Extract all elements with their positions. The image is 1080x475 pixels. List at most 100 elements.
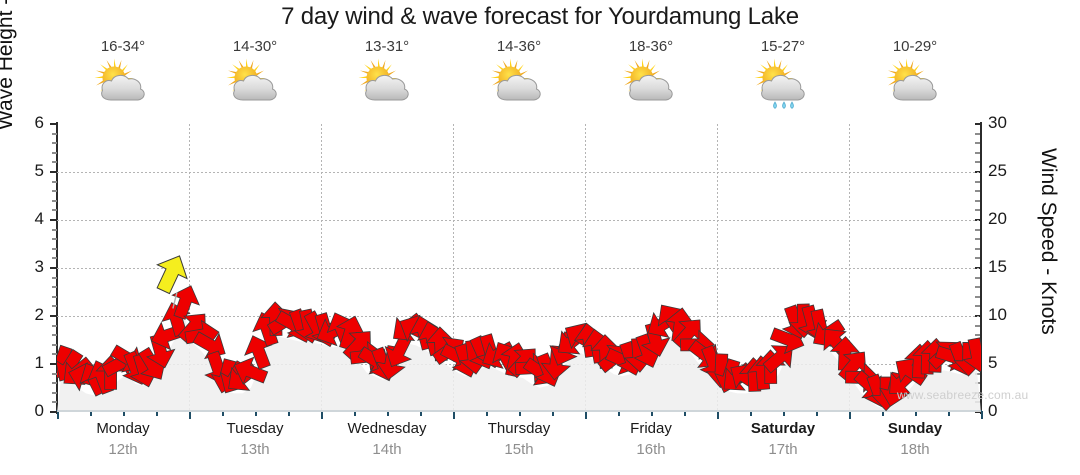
y-tick-label-right: 5 [988,353,998,372]
y-tick-minor-right [975,180,980,183]
gust-marker-stem [172,292,178,309]
x-tick [420,411,422,416]
y-tick-minor-right [975,247,980,250]
y-tick-minor-right [975,257,980,260]
y-tick-minor-right [975,161,980,164]
x-tick [981,411,983,419]
day-temperature-range: 14-36° [496,38,542,55]
sun-behind-cloud-icon [355,58,419,112]
watermark: www.seabreeze.com.au [897,388,1029,402]
y-tick-left [50,123,57,125]
y-tick-label-right: 20 [988,209,1007,228]
day-temperature-range: 14-30° [232,38,278,55]
x-tick [585,411,587,419]
day-temperature-range: 10-29° [892,38,938,55]
y-tick-minor-right [975,372,980,375]
y-tick-label-left: 4 [34,209,44,228]
gridline-day-separator [189,124,190,412]
x-tick [519,411,521,416]
y-tick-minor-right [975,151,980,154]
y-tick-minor-right [975,132,980,135]
x-tick [123,411,125,416]
plot-inner [57,124,981,412]
day-date: 14th [372,441,402,458]
x-tick [156,411,158,416]
day-temperature-range: 13-31° [364,38,410,55]
x-axis-day-sunday: Sunday 18th [849,418,981,470]
day-date: 15th [504,441,534,458]
wind-arrow [384,333,413,368]
x-tick [882,411,884,416]
x-tick [552,411,554,416]
x-tick [486,411,488,416]
day-date: 18th [900,441,930,458]
x-tick [387,411,389,416]
y-tick-label-right: 15 [988,257,1007,276]
y-tick-left [50,171,57,173]
wind-arrow [233,356,269,386]
y-tick-minor-left [52,180,57,183]
gridline-day-separator [849,124,850,412]
sun-behind-cloud-icon [883,58,947,112]
y-tick-label-right: 0 [988,401,998,420]
y-tick-minor-left [52,190,57,193]
x-tick [453,411,455,419]
y-tick-minor-left [52,132,57,135]
day-name: Friday [630,420,672,437]
x-axis-day-thursday: Thursday 15th [453,418,585,470]
plot-area [57,124,981,412]
gridline-day-separator [453,124,454,412]
y-tick-left [50,267,57,269]
x-tick [354,411,356,416]
y-tick-minor-left [52,161,57,164]
wind-arrows-group [57,285,981,412]
wind-arrow-series [57,255,981,412]
x-tick [816,411,818,416]
y-tick-label-right: 30 [988,113,1007,132]
sun-behind-cloud-icon [487,58,551,112]
y-tick-label-left: 0 [34,401,44,420]
day-name: Thursday [487,420,551,437]
day-name: Wednesday [347,420,427,437]
y-tick-minor-left [52,343,57,346]
wind-arrow [829,335,861,371]
day-temperature-range: 15-27° [760,38,806,55]
x-axis-day-monday: Monday 12th [57,418,189,470]
y-tick-minor-left [52,228,57,231]
sun-behind-cloud-icon [223,58,287,112]
y-tick-left [50,411,57,413]
x-tick [90,411,92,416]
peak-gust-arrow [156,255,188,295]
y-tick-minor-left [52,334,57,337]
y-tick-minor-left [52,199,57,202]
day-forecast-tuesday: 14-30° [189,38,321,118]
day-date: 17th [768,441,798,458]
y-tick-minor-right [975,295,980,298]
y-tick-minor-right [975,305,980,308]
gridline-horizontal [57,316,981,317]
x-tick [849,411,851,419]
y-tick-minor-left [52,305,57,308]
day-forecast-header: 16-34° 14-30° [57,38,981,118]
day-temperature-range: 18-36° [628,38,674,55]
day-axis-labels: Monday 12th Tuesday 13th Wednesday 14th Thursd… [57,418,981,470]
x-tick [651,411,653,416]
y-tick-minor-left [52,372,57,375]
y-tick-minor-left [52,286,57,289]
gridline-day-separator [321,124,322,412]
y-tick-minor-right [975,334,980,337]
y-tick-label-left: 2 [34,305,44,324]
y-tick-label-left: 3 [34,257,44,276]
x-tick [783,411,785,416]
y-tick-minor-left [52,209,57,212]
day-name: Sunday [887,420,943,437]
x-axis-day-wednesday: Wednesday 14th [321,418,453,470]
y-tick-minor-left [52,151,57,154]
y-tick-minor-left [52,238,57,241]
y-tick-minor-left [52,276,57,279]
x-axis-day-friday: Friday 16th [585,418,717,470]
x-axis-day-tuesday: Tuesday 13th [189,418,321,470]
day-forecast-thursday: 14-36° [453,38,585,118]
sun-behind-cloud-icon [619,58,683,112]
